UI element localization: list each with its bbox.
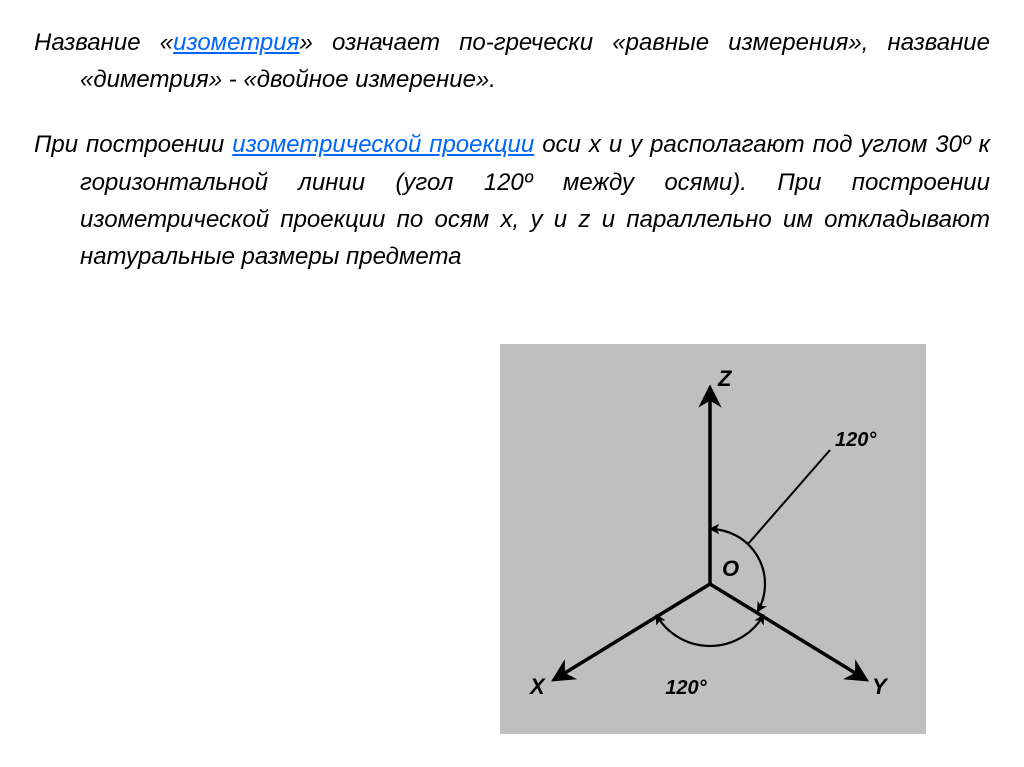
isometric-axes-svg: Z X Y O 120° 120° — [500, 344, 926, 734]
svg-text:X: X — [528, 674, 546, 699]
svg-text:120°: 120° — [835, 429, 877, 451]
paragraph-1: Название «изометрия» означает по-греческ… — [34, 24, 990, 98]
svg-text:Y: Y — [872, 674, 889, 699]
svg-text:O: O — [722, 556, 739, 581]
isometric-axes-figure: Z X Y O 120° 120° — [500, 344, 926, 734]
svg-text:Z: Z — [717, 366, 733, 391]
content-row: При построении изометрической проекции о… — [34, 126, 990, 275]
svg-text:120°: 120° — [665, 677, 707, 699]
paragraph-2: При построении изометрической проекции о… — [34, 126, 990, 275]
page: Название «изометрия» означает по-греческ… — [0, 0, 1024, 275]
